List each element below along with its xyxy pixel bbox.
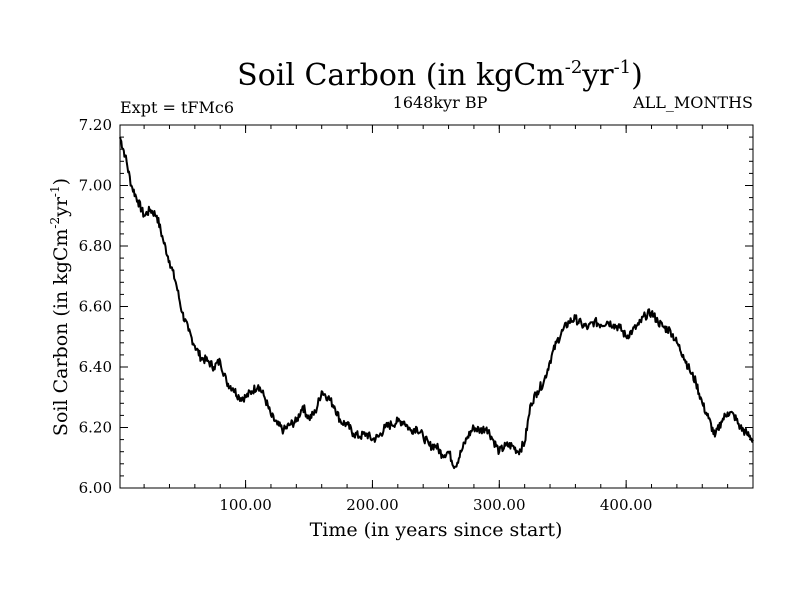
y-tick-label: 7.00 [79,177,112,195]
data-series-line [119,136,754,470]
y-axis: 6.00 6.20 6.40 6.60 6.80 7.00 7.20 [79,116,753,497]
experiment-label: Expt = tFMc6 [120,98,234,117]
x-axis: 100.00 200.00 300.00 400.00 [143,125,729,514]
x-axis-label: Time (in years since start) [310,519,563,541]
y-tick-label: 6.20 [79,419,112,437]
x-tick-label: 200.00 [346,496,399,514]
y-tick-label: 6.60 [79,298,112,316]
y-tick-label: 7.20 [79,116,112,134]
x-tick-label: 300.00 [473,496,526,514]
plot-frame [119,124,754,489]
x-tick-label: 100.00 [219,496,272,514]
y-tick-label: 6.00 [79,479,112,497]
months-label: ALL_MONTHS [632,93,753,112]
y-tick-label: 6.80 [79,237,112,255]
y-tick-label: 6.40 [79,358,112,376]
period-label: 1648kyr BP [393,93,488,112]
y-axis-label: Soil Carbon (in kgCm-2yr-1) [48,178,72,436]
x-tick-label: 400.00 [600,496,653,514]
chart-title: Soil Carbon (in kgCm-2yr-1) [237,57,643,93]
